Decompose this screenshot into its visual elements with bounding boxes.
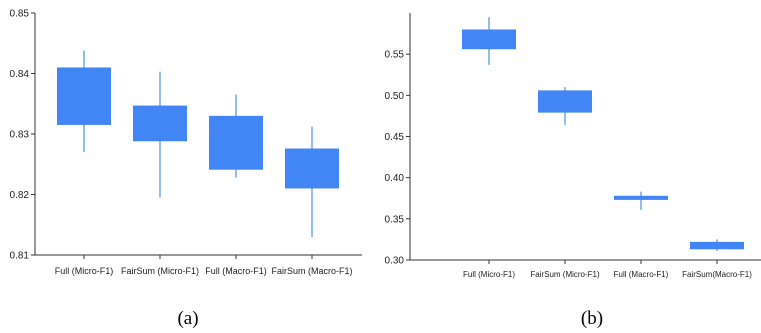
y-tick-label: 0.83 (10, 130, 30, 141)
y-tick-label: 0.55 (385, 50, 405, 61)
x-category-label: FairSum (Micro-F1) (121, 266, 199, 276)
x-category-label: Full (Macro-F1) (205, 266, 267, 276)
box-body (690, 241, 744, 250)
box-body (57, 67, 111, 125)
y-tick-label: 0.45 (385, 132, 405, 143)
y-tick-label: 0.30 (385, 256, 405, 267)
y-tick-label: 0.82 (10, 190, 30, 201)
panel-caption-b: (b) (581, 308, 603, 329)
x-category-label: Full (Macro-F1) (614, 270, 669, 279)
box-plot-a: 0.81 0.82 0.83 0.84 0.85 Full (Micro-F1) FairS… (10, 9, 362, 329)
box-plot-b: 0.30 0.35 0.40 0.45 0.50 0.55 Full (Micro-F1) F… (385, 13, 761, 329)
chart-panel-a: 0.81 0.82 0.83 0.84 0.85 Full (Micro-F1) FairS… (0, 0, 380, 333)
y-tick-label: 0.85 (10, 9, 30, 20)
x-category-label: Full (Micro-F1) (55, 266, 114, 276)
y-tick-label: 0.81 (10, 251, 30, 262)
y-tick-label: 0.35 (385, 214, 405, 225)
box-body (209, 115, 263, 170)
box-body (614, 195, 668, 200)
box-body (462, 29, 516, 50)
box-body (285, 148, 339, 189)
chart-panel-b: 0.30 0.35 0.40 0.45 0.50 0.55 Full (Micro-F1) F… (380, 0, 761, 333)
x-category-label: FairSum (Macro-F1) (271, 266, 352, 276)
y-tick-label: 0.50 (385, 91, 405, 102)
y-tick-label: 0.40 (385, 173, 405, 184)
panel-caption-a: (a) (177, 308, 198, 329)
box-body (133, 105, 187, 142)
box-body (538, 90, 592, 113)
x-category-label: FairSum(Macro-F1) (682, 270, 752, 279)
y-tick-label: 0.84 (10, 69, 30, 80)
x-category-label: FairSum (Micro-F1) (530, 270, 600, 279)
x-category-label: Full (Micro-F1) (463, 270, 515, 279)
